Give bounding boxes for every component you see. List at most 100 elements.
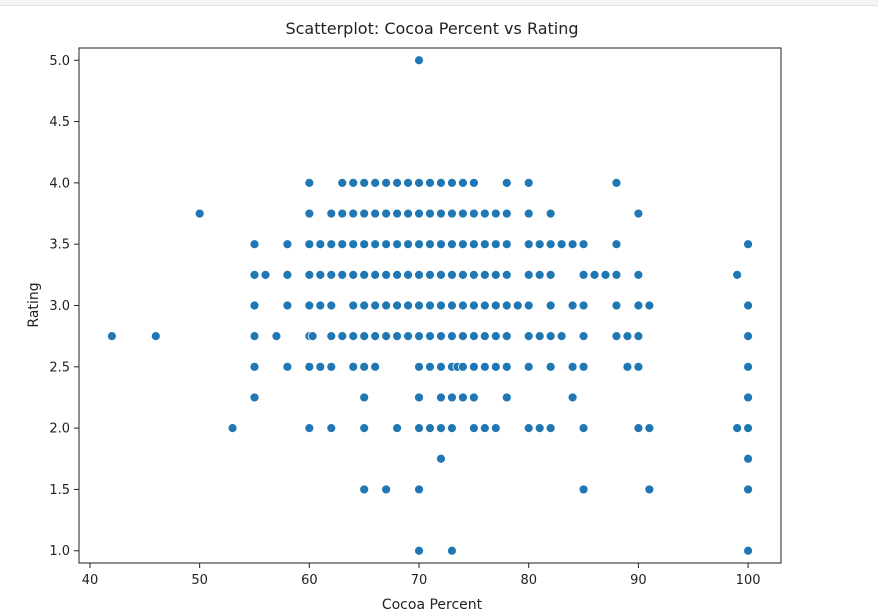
x-tick-label: 80	[520, 573, 537, 588]
y-tick-label: 4.5	[49, 115, 70, 130]
data-point	[447, 300, 457, 311]
data-point	[743, 392, 753, 403]
data-point	[249, 392, 260, 403]
data-point	[468, 392, 479, 403]
data-point	[436, 331, 446, 342]
data-point	[644, 423, 655, 434]
data-point	[107, 331, 117, 342]
data-point	[490, 331, 501, 342]
x-tick-label: 40	[82, 573, 99, 588]
data-point	[359, 331, 370, 342]
data-point	[249, 269, 260, 280]
data-point	[567, 361, 578, 372]
data-point	[436, 392, 446, 403]
y-tick-label: 1.5	[49, 483, 70, 498]
data-point	[479, 331, 490, 342]
data-point	[381, 239, 392, 250]
data-point	[523, 208, 534, 219]
data-point	[348, 239, 359, 250]
data-point	[315, 361, 326, 372]
data-point	[348, 177, 359, 188]
data-point	[534, 239, 545, 250]
data-point	[348, 331, 359, 342]
data-point	[392, 177, 402, 188]
data-point	[534, 423, 545, 434]
data-point	[249, 239, 260, 250]
data-point	[370, 361, 381, 372]
data-point	[436, 453, 446, 464]
data-point	[414, 361, 424, 372]
data-point	[348, 208, 359, 219]
y-axis-ticks: 1.0 1.5 2.0 2.5 3.0 3.5 4.0 4.5 5.0	[49, 54, 79, 559]
data-point	[534, 269, 545, 280]
data-point	[425, 300, 435, 311]
data-point	[436, 269, 446, 280]
data-point	[447, 423, 457, 434]
data-point	[501, 300, 512, 311]
data-point	[501, 239, 512, 250]
data-point	[304, 208, 315, 219]
data-point	[414, 55, 424, 66]
data-point	[611, 331, 622, 342]
data-point	[348, 300, 359, 311]
data-point	[194, 208, 205, 219]
y-tick-label: 3.5	[49, 238, 70, 253]
data-point	[359, 239, 370, 250]
data-point	[436, 208, 446, 219]
data-point	[490, 361, 501, 372]
data-point	[249, 300, 260, 311]
data-point	[578, 423, 589, 434]
data-point	[359, 208, 370, 219]
data-point	[337, 239, 348, 250]
data-point	[501, 269, 512, 280]
data-point	[447, 177, 457, 188]
data-point	[249, 361, 260, 372]
y-tick-label: 1.0	[49, 544, 70, 559]
data-point	[545, 269, 556, 280]
data-point	[370, 300, 381, 311]
data-point	[611, 239, 622, 250]
data-point	[370, 239, 381, 250]
data-point	[479, 208, 490, 219]
data-point	[425, 208, 435, 219]
data-point	[458, 392, 468, 403]
data-point	[743, 423, 753, 434]
data-point	[567, 239, 578, 250]
data-point	[359, 392, 370, 403]
data-point	[304, 423, 315, 434]
data-point	[326, 269, 337, 280]
data-point	[743, 545, 753, 556]
data-point	[447, 208, 457, 219]
y-tick-label: 3.0	[49, 299, 70, 314]
data-point	[578, 361, 589, 372]
data-point	[414, 269, 424, 280]
data-point	[403, 331, 413, 342]
data-point	[633, 361, 644, 372]
data-point	[743, 331, 753, 342]
data-point	[414, 545, 424, 556]
data-point	[578, 300, 589, 311]
data-point	[381, 177, 392, 188]
data-point	[260, 269, 271, 280]
data-point	[644, 484, 655, 495]
data-point	[589, 269, 600, 280]
data-point	[501, 361, 512, 372]
data-point	[545, 208, 556, 219]
data-point	[337, 208, 348, 219]
data-point	[633, 208, 644, 219]
data-point	[271, 331, 282, 342]
data-point	[545, 331, 556, 342]
data-point	[150, 331, 161, 342]
data-point	[370, 177, 381, 188]
data-point	[414, 177, 424, 188]
data-point	[633, 300, 644, 311]
data-point	[501, 392, 512, 403]
data-point	[743, 484, 753, 495]
data-point	[392, 269, 402, 280]
data-point	[732, 269, 743, 280]
data-point	[414, 484, 424, 495]
data-point	[326, 331, 337, 342]
data-point	[370, 269, 381, 280]
data-point	[545, 423, 556, 434]
